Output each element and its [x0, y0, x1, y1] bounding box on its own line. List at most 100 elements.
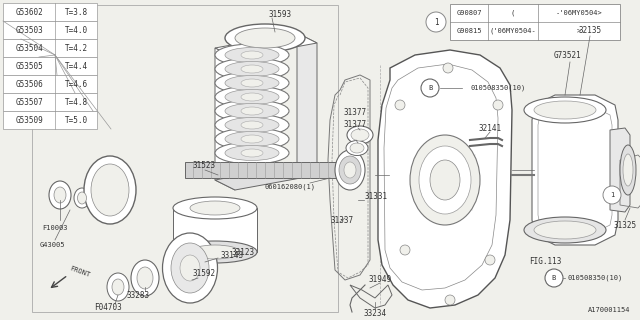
Text: 060162080(1): 060162080(1): [264, 184, 316, 190]
Text: G90815: G90815: [456, 28, 482, 34]
Text: T=4.2: T=4.2: [65, 44, 88, 52]
Text: -'06MY0504>: -'06MY0504>: [556, 10, 602, 16]
Ellipse shape: [225, 103, 279, 118]
Circle shape: [421, 79, 439, 97]
Text: 33123: 33123: [232, 247, 255, 257]
Text: 1: 1: [610, 192, 614, 198]
Text: T=3.8: T=3.8: [65, 7, 88, 17]
Ellipse shape: [171, 243, 209, 293]
Text: 1: 1: [434, 18, 438, 27]
Ellipse shape: [225, 117, 279, 132]
Text: FIG.113: FIG.113: [529, 258, 561, 267]
Ellipse shape: [235, 28, 295, 48]
Circle shape: [545, 269, 563, 287]
Ellipse shape: [534, 101, 596, 119]
Polygon shape: [173, 208, 257, 252]
Polygon shape: [3, 3, 97, 21]
Ellipse shape: [49, 181, 71, 209]
Ellipse shape: [112, 279, 124, 295]
Ellipse shape: [241, 149, 263, 157]
Ellipse shape: [241, 65, 263, 73]
Polygon shape: [3, 93, 97, 111]
Ellipse shape: [225, 76, 279, 91]
Ellipse shape: [344, 162, 356, 178]
Text: A170001154: A170001154: [588, 307, 630, 313]
Ellipse shape: [241, 107, 263, 115]
Ellipse shape: [346, 140, 368, 156]
Ellipse shape: [180, 255, 200, 281]
Ellipse shape: [623, 154, 633, 186]
Ellipse shape: [534, 221, 596, 239]
Ellipse shape: [215, 44, 289, 66]
Text: G53505: G53505: [15, 61, 43, 70]
Ellipse shape: [335, 150, 365, 190]
Ellipse shape: [241, 121, 263, 129]
Ellipse shape: [173, 241, 257, 263]
Ellipse shape: [225, 132, 279, 147]
Text: G90807: G90807: [456, 10, 482, 16]
Ellipse shape: [445, 295, 455, 305]
Text: >: >: [577, 28, 581, 34]
Ellipse shape: [493, 100, 503, 110]
Ellipse shape: [400, 245, 410, 255]
Ellipse shape: [241, 93, 263, 101]
Text: T=5.0: T=5.0: [65, 116, 88, 124]
Text: 31337: 31337: [330, 215, 353, 225]
Ellipse shape: [485, 255, 495, 265]
Ellipse shape: [225, 47, 279, 62]
Text: 31377: 31377: [344, 119, 367, 129]
Ellipse shape: [350, 143, 364, 153]
Text: G43005: G43005: [39, 242, 65, 248]
Text: 31949: 31949: [369, 276, 392, 284]
Text: G53509: G53509: [15, 116, 43, 124]
Text: G53503: G53503: [15, 26, 43, 35]
Polygon shape: [532, 95, 618, 245]
Ellipse shape: [215, 128, 289, 150]
Polygon shape: [3, 57, 97, 75]
Ellipse shape: [395, 100, 405, 110]
Text: 31592: 31592: [193, 268, 216, 277]
Ellipse shape: [215, 142, 289, 164]
Ellipse shape: [351, 129, 369, 141]
Text: G53602: G53602: [15, 7, 43, 17]
Ellipse shape: [215, 114, 289, 136]
Ellipse shape: [215, 72, 289, 94]
Ellipse shape: [74, 188, 90, 208]
Ellipse shape: [241, 135, 263, 143]
Ellipse shape: [225, 146, 279, 161]
Polygon shape: [297, 33, 317, 175]
Ellipse shape: [107, 273, 129, 301]
Text: 33283: 33283: [127, 292, 150, 300]
Ellipse shape: [163, 233, 218, 303]
Text: B: B: [552, 275, 556, 281]
Text: G53507: G53507: [15, 98, 43, 107]
Ellipse shape: [241, 51, 263, 59]
Polygon shape: [3, 39, 97, 57]
Text: 32141: 32141: [479, 124, 502, 132]
Text: 33143: 33143: [220, 251, 244, 260]
Text: FRONT: FRONT: [69, 266, 91, 278]
Ellipse shape: [190, 201, 240, 215]
Polygon shape: [3, 21, 97, 39]
Ellipse shape: [225, 90, 279, 105]
Ellipse shape: [419, 146, 471, 214]
Ellipse shape: [524, 217, 606, 243]
Ellipse shape: [430, 160, 460, 200]
Ellipse shape: [241, 79, 263, 87]
Polygon shape: [3, 111, 97, 129]
Text: 010508350(10): 010508350(10): [470, 85, 525, 91]
Ellipse shape: [173, 197, 257, 219]
Ellipse shape: [215, 100, 289, 122]
Ellipse shape: [77, 192, 86, 204]
Text: 31523: 31523: [193, 161, 216, 170]
Text: G53506: G53506: [15, 79, 43, 89]
Polygon shape: [185, 162, 355, 178]
Text: 33234: 33234: [364, 308, 387, 317]
Ellipse shape: [215, 58, 289, 80]
Ellipse shape: [524, 97, 606, 123]
Text: G73521: G73521: [554, 51, 582, 60]
Polygon shape: [215, 48, 235, 190]
Ellipse shape: [225, 61, 279, 76]
Circle shape: [603, 186, 621, 204]
Ellipse shape: [131, 260, 159, 296]
